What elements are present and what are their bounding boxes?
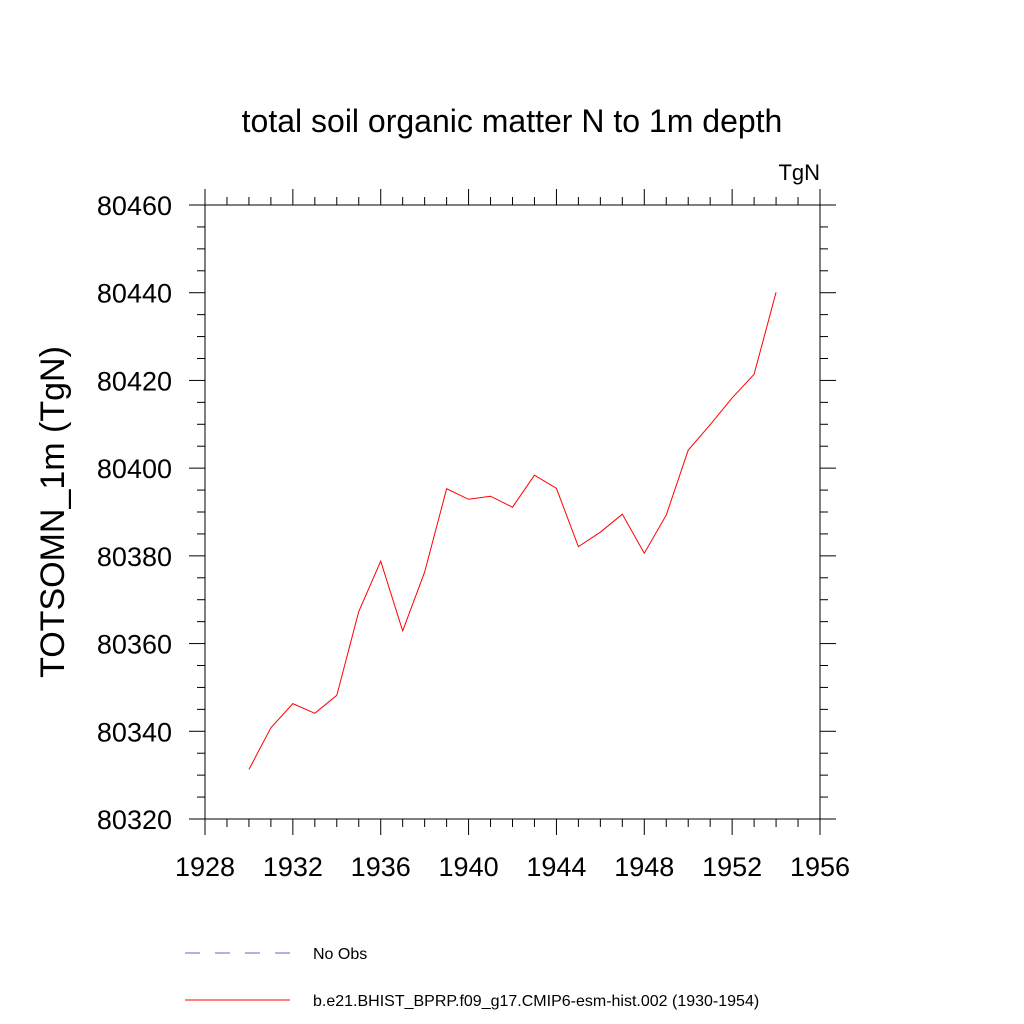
x-tick-label: 1940: [439, 852, 499, 882]
legend-label-no-obs: No Obs: [313, 946, 367, 963]
y-tick-label: 80400: [97, 454, 172, 484]
units-label: TgN: [778, 160, 820, 185]
y-tick-label: 80360: [97, 630, 172, 660]
y-axis-label: TOTSOMN_1m (TgN): [34, 346, 72, 678]
legend-label-model: b.e21.BHIST_BPRP.f09_g17.CMIP6-esm-hist.…: [313, 993, 759, 1010]
y-tick-label: 80420: [97, 366, 172, 396]
y-tick-label: 80440: [97, 279, 172, 309]
x-tick-label: 1936: [351, 852, 411, 882]
y-tick-label: 80380: [97, 542, 172, 572]
x-tick-label: 1944: [526, 852, 586, 882]
x-tick-label: 1952: [702, 852, 762, 882]
x-tick-label: 1928: [175, 852, 235, 882]
y-tick-label: 80320: [97, 805, 172, 835]
legend: No Obs b.e21.BHIST_BPRP.f09_g17.CMIP6-es…: [185, 946, 759, 1010]
x-tick-label: 1948: [614, 852, 674, 882]
plot-frame: [204, 204, 821, 820]
x-tick-label: 1956: [790, 852, 850, 882]
series-group: [248, 292, 777, 770]
y-tick-label: 80340: [97, 717, 172, 747]
y-tick-label: 80460: [97, 191, 172, 221]
axis-ticks: 1928 1932 1936 1940 1944 1948 1952 1956 80320 803…: [97, 189, 850, 882]
series-line: [248, 292, 777, 770]
x-tick-label: 1932: [263, 852, 323, 882]
chart-title: total soil organic matter N to 1m depth: [242, 103, 783, 139]
